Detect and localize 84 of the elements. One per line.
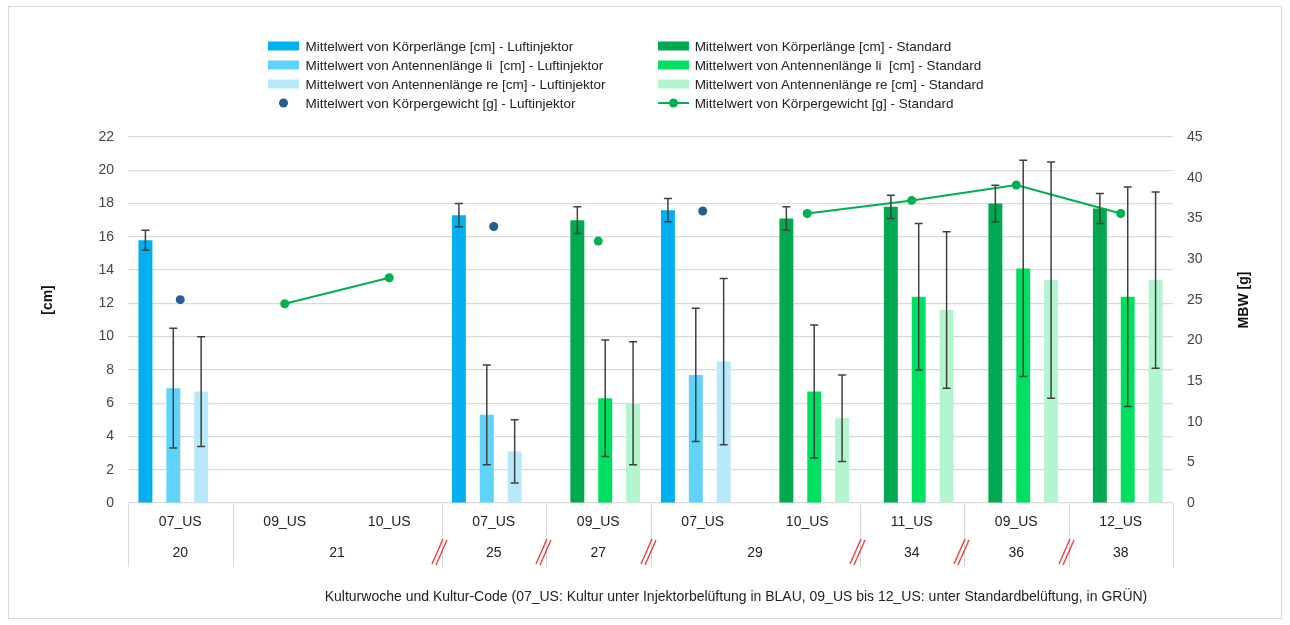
legend-label: Mittelwert von Antennenlänge li [cm] - Standard — [694, 57, 982, 73]
bar — [1044, 280, 1059, 503]
y-tick-label: 22 — [98, 127, 115, 144]
point — [280, 299, 290, 309]
bar — [479, 414, 494, 503]
point — [175, 295, 185, 305]
bar — [883, 206, 898, 503]
y-tick-label: 10 — [98, 327, 115, 344]
text: 38 — [1112, 543, 1129, 560]
y2-tick-label: 40 — [1187, 168, 1203, 185]
legend-label: Mittelwert von Körpergewicht [g] - Standard — [694, 95, 954, 111]
x-tick-label: 10_US — [367, 513, 411, 530]
y-tick-label: 20 — [98, 161, 115, 178]
point — [802, 208, 812, 218]
y-tick-label: 16 — [98, 227, 115, 244]
legend-label: Mittelwert von Antennenlänge re [cm] - Standard — [694, 76, 984, 92]
bar — [1120, 296, 1135, 503]
x-tick-label: 07_US — [472, 513, 516, 530]
y2-tick-label: 10 — [1187, 412, 1203, 429]
y2-tick-label: 15 — [1187, 371, 1203, 388]
x-tick-label: 07_US — [158, 513, 202, 530]
legend-label: Mittelwert von Körperlänge [cm] - Standard — [694, 38, 952, 54]
legend-label: Mittelwert von Körpergewicht [g] - Luftinjektor — [305, 95, 576, 111]
x-axis-title: Kulturwoche und Kultur-Code (07_US: Kultur unter Injektorbelüftung in BLAU, 09_US bis 12_US: unter Standardbelüftung, in GRÜN) — [324, 588, 1148, 604]
bar — [939, 310, 954, 503]
bar — [507, 451, 522, 503]
y-axis-title: [cm] — [39, 285, 55, 315]
bar — [166, 388, 181, 503]
text: 34 — [903, 543, 920, 560]
point — [593, 236, 603, 246]
x-tick-label: 10_US — [785, 513, 829, 530]
legend-label: Mittelwert von Körperlänge [cm] - Luftinjektor — [305, 38, 574, 54]
y-tick-label: 6 — [106, 394, 115, 411]
text: 36 — [1008, 543, 1025, 560]
text: 29 — [747, 543, 763, 560]
x-tick-label: 09_US — [994, 513, 1038, 530]
x-tick-label: 09_US — [576, 513, 620, 530]
y2-tick-label: 5 — [1187, 453, 1195, 470]
point — [698, 206, 708, 216]
y-tick-label: 2 — [106, 460, 115, 477]
bar — [1148, 280, 1163, 503]
point — [384, 273, 394, 283]
bar — [1016, 268, 1031, 503]
bar — [626, 403, 641, 503]
legend-label: Mittelwert von Antennenlänge re [cm] - Luftinjektor — [305, 76, 606, 92]
point — [1011, 180, 1021, 190]
y-tick-label: 4 — [106, 427, 115, 444]
y2-tick-label: 20 — [1187, 331, 1203, 348]
y-tick-label: 14 — [98, 260, 115, 277]
y-tick-label: 18 — [98, 194, 115, 211]
bar — [911, 296, 926, 503]
y2-axis-title: MBW [g] — [1234, 271, 1251, 329]
y2-tick-label: 25 — [1187, 290, 1203, 307]
bar — [688, 374, 703, 503]
bar — [807, 391, 822, 503]
bar — [779, 218, 794, 503]
y-tick-label: 0 — [106, 493, 115, 510]
y2-tick-label: 30 — [1187, 249, 1203, 266]
x-tick-label: 09_US — [263, 513, 307, 530]
point — [489, 221, 499, 231]
bar — [716, 361, 731, 503]
legend-label: Mittelwert von Antennenlänge li [cm] - Luftinjektor — [305, 57, 604, 73]
text: 27 — [590, 543, 607, 560]
point — [907, 195, 917, 205]
bar — [835, 418, 850, 503]
y-tick-label: 8 — [106, 360, 115, 377]
point — [1116, 208, 1126, 218]
x-tick-label: 11_US — [890, 513, 933, 530]
bar — [570, 220, 585, 503]
bar — [451, 215, 466, 503]
bar — [660, 210, 675, 503]
bar — [138, 240, 153, 503]
bar — [988, 203, 1003, 503]
y2-tick-label: 0 — [1187, 493, 1195, 510]
x-tick-label: 12_US — [1099, 513, 1143, 530]
x-tick-label: 07_US — [681, 513, 725, 530]
text: 20 — [172, 543, 189, 560]
text: 25 — [485, 543, 502, 560]
bar — [194, 391, 209, 503]
text: 21 — [329, 543, 345, 560]
y2-tick-label: 45 — [1187, 127, 1203, 144]
bar — [598, 398, 613, 503]
y2-tick-label: 35 — [1187, 209, 1203, 226]
y-tick-label: 12 — [98, 294, 115, 311]
